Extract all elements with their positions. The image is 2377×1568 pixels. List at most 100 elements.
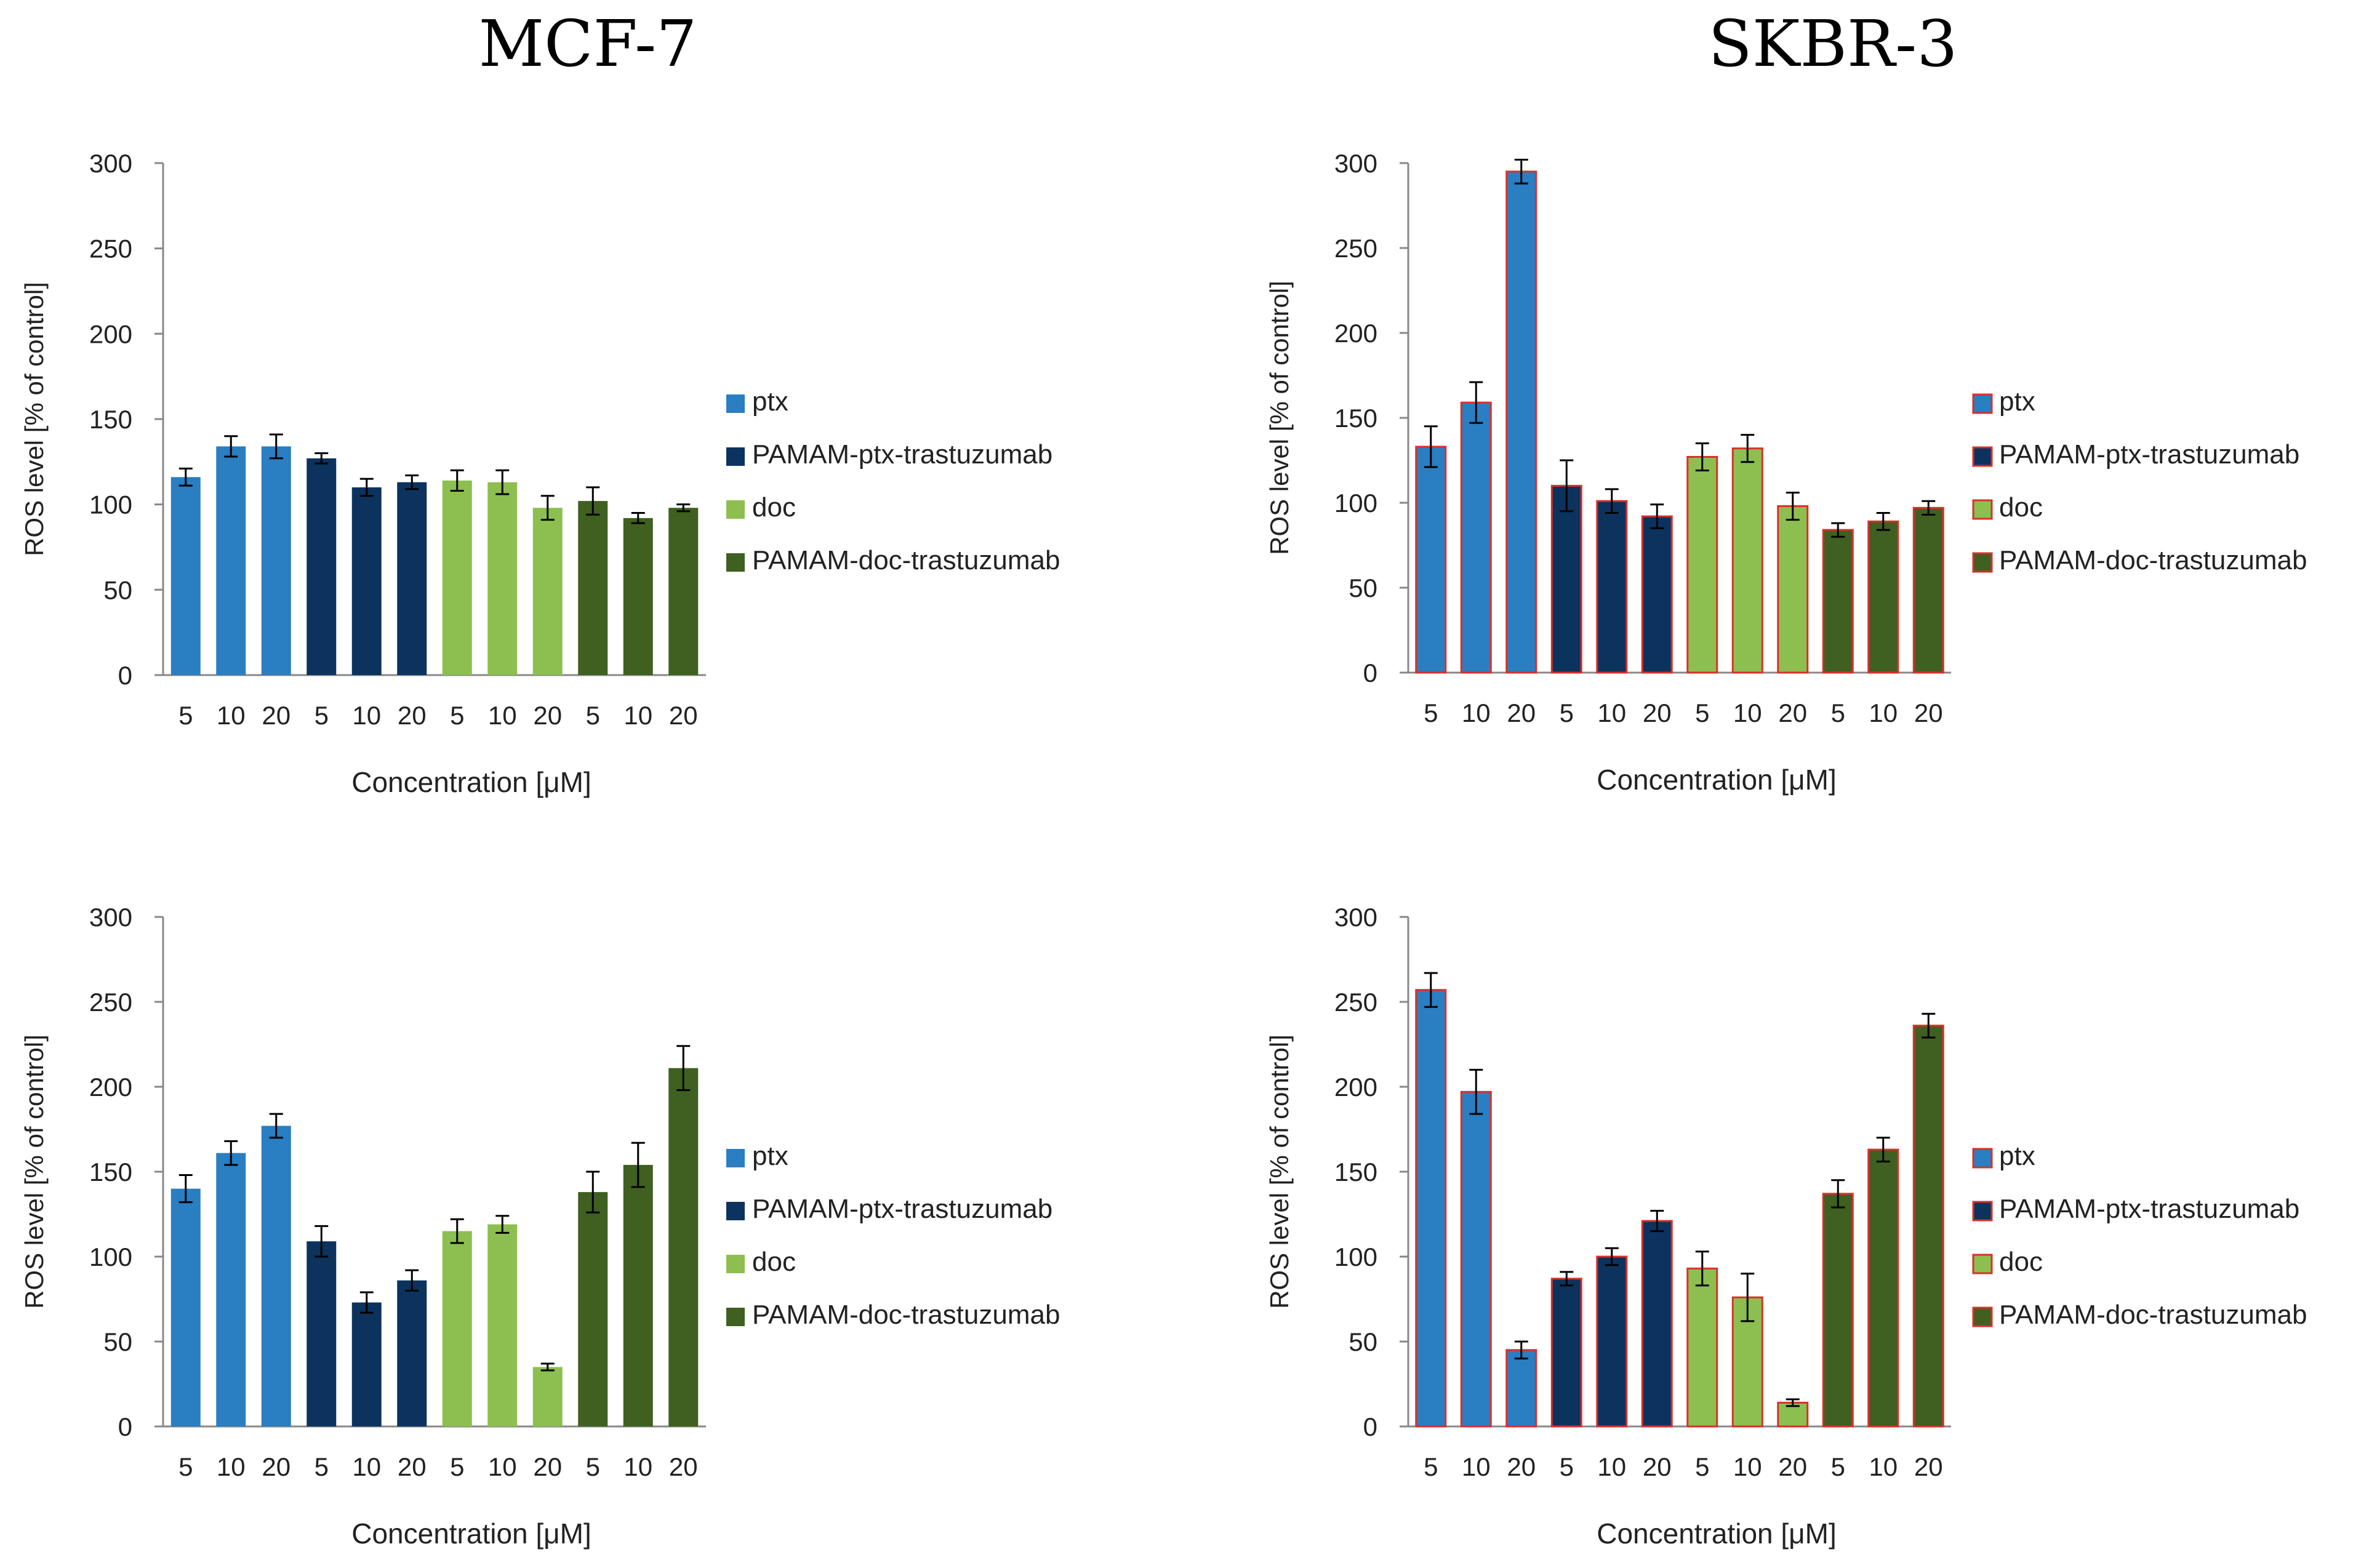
x-tick-label: 5 bbox=[586, 1452, 600, 1481]
x-tick-label: 20 bbox=[669, 701, 698, 730]
x-tick-label: 5 bbox=[450, 701, 464, 730]
bar bbox=[261, 1126, 291, 1426]
legend-label: ptx bbox=[752, 1141, 788, 1171]
legend-swatch bbox=[726, 1255, 745, 1273]
y-tick-label: 200 bbox=[1334, 319, 1377, 348]
legend-label: doc bbox=[1999, 492, 2043, 522]
bar bbox=[1596, 1255, 1628, 1428]
y-tick-label: 250 bbox=[89, 234, 132, 263]
x-tick-label: 10 bbox=[352, 1452, 381, 1481]
y-tick-label: 250 bbox=[1334, 988, 1377, 1017]
bar bbox=[1867, 520, 1899, 674]
y-tick-label: 100 bbox=[89, 1242, 132, 1271]
legend-label: ptx bbox=[1999, 1141, 2035, 1171]
legend-label: PAMAM-doc-trastuzumab bbox=[752, 545, 1060, 575]
x-tick-label: 10 bbox=[1462, 1452, 1491, 1481]
bar bbox=[442, 1231, 472, 1426]
legend-swatch bbox=[726, 500, 745, 519]
skbr3-bottom-chart: 0 50 100 150 200 250 300 ROS level [% of contro… bbox=[1265, 903, 2307, 1550]
bar bbox=[397, 482, 427, 675]
bar bbox=[578, 501, 608, 675]
x-tick-label: 10 bbox=[1869, 1452, 1898, 1481]
bar bbox=[1415, 989, 1447, 1428]
legend-swatch bbox=[726, 1308, 745, 1326]
x-tick-label: 20 bbox=[398, 701, 427, 730]
x-tick-label: 10 bbox=[217, 1452, 246, 1481]
y-axis-label: ROS level [% of control] bbox=[20, 282, 49, 556]
y-tick-label: 150 bbox=[89, 1158, 132, 1186]
mcf7-top-chart: 0 50 100 150 200 250 300 ROS level [% of contro… bbox=[20, 149, 1060, 798]
x-tick-label: 20 bbox=[398, 1452, 427, 1481]
legend-label: ptx bbox=[1999, 386, 2035, 417]
x-tick-label: 20 bbox=[1914, 698, 1943, 727]
bar bbox=[1641, 515, 1673, 674]
y-tick-label: 300 bbox=[89, 149, 132, 178]
y-tick-label: 250 bbox=[1334, 234, 1377, 263]
bar bbox=[1731, 447, 1763, 674]
legend-swatch bbox=[1972, 552, 1993, 573]
x-tick-label: 20 bbox=[533, 701, 562, 730]
y-axis-label: ROS level [% of control] bbox=[1265, 281, 1294, 555]
skbr3-top-chart: 0 50 100 150 200 250 300 ROS level [% of contro… bbox=[1265, 149, 2307, 796]
x-axis-label: Concentration [μM] bbox=[351, 766, 591, 798]
bar bbox=[1686, 1267, 1718, 1428]
x-tick-label: 5 bbox=[1560, 698, 1574, 727]
bar bbox=[351, 487, 382, 675]
x-axis-label: Concentration [μM] bbox=[351, 1518, 591, 1550]
bar bbox=[578, 1192, 608, 1426]
legend-label: PAMAM-ptx-trastuzumab bbox=[752, 1194, 1052, 1224]
y-tick-label: 100 bbox=[89, 490, 132, 519]
legend-label: PAMAM-doc-trastuzumab bbox=[1999, 1300, 2307, 1330]
bar bbox=[216, 1153, 246, 1426]
y-tick-label: 50 bbox=[1349, 1327, 1377, 1356]
bar bbox=[668, 508, 699, 675]
legend-label: PAMAM-ptx-trastuzumab bbox=[752, 439, 1052, 470]
bar bbox=[1415, 446, 1447, 674]
x-tick-label: 5 bbox=[450, 1452, 464, 1481]
x-tick-label: 20 bbox=[1507, 698, 1536, 727]
y-tick-label: 300 bbox=[89, 903, 132, 932]
y-tick-label: 150 bbox=[1334, 404, 1377, 433]
y-tick-label: 200 bbox=[89, 319, 132, 348]
legend-swatch bbox=[1972, 1148, 1993, 1169]
x-tick-label: 20 bbox=[1778, 698, 1807, 727]
legend-swatch bbox=[1972, 1201, 1993, 1222]
x-tick-label: 20 bbox=[1643, 698, 1672, 727]
x-tick-label: 10 bbox=[1733, 698, 1762, 727]
y-tick-label: 0 bbox=[118, 661, 132, 690]
x-tick-label: 5 bbox=[586, 701, 600, 730]
legend-swatch bbox=[726, 394, 745, 413]
bar bbox=[623, 518, 653, 675]
x-tick-label: 5 bbox=[1424, 698, 1438, 727]
x-tick-label: 5 bbox=[178, 701, 193, 730]
x-tick-label: 10 bbox=[1597, 1452, 1626, 1481]
mcf7-bottom-chart: 0 50 100 150 200 250 300 ROS level [% of contro… bbox=[20, 903, 1060, 1550]
legend-swatch bbox=[1972, 499, 1993, 520]
legend-swatch bbox=[726, 553, 745, 572]
x-tick-label: 10 bbox=[1733, 1452, 1762, 1481]
y-tick-label: 150 bbox=[89, 405, 132, 434]
x-tick-label: 20 bbox=[1643, 1452, 1672, 1481]
x-tick-label: 10 bbox=[488, 701, 517, 730]
bar bbox=[261, 446, 291, 675]
bar bbox=[1912, 1025, 1944, 1428]
legend-swatch bbox=[726, 1149, 745, 1167]
x-tick-label: 10 bbox=[1597, 698, 1626, 727]
legend-label: PAMAM-ptx-trastuzumab bbox=[1999, 1194, 2299, 1224]
x-tick-label: 5 bbox=[1831, 1452, 1845, 1481]
x-tick-label: 10 bbox=[352, 701, 381, 730]
x-tick-label: 20 bbox=[1507, 1452, 1536, 1481]
y-tick-label: 50 bbox=[1349, 574, 1377, 602]
x-tick-label: 20 bbox=[262, 1452, 291, 1481]
mcf7-column-title: MCF-7 bbox=[478, 6, 697, 81]
bar bbox=[1505, 1349, 1537, 1428]
legend-swatch bbox=[726, 1202, 745, 1220]
skbr3-column-title: SKBR-3 bbox=[1708, 6, 1958, 81]
legend-label: PAMAM-doc-trastuzumab bbox=[1999, 545, 2307, 575]
y-tick-label: 0 bbox=[1363, 658, 1377, 687]
legend-label: PAMAM-ptx-trastuzumab bbox=[1999, 439, 2299, 470]
bar bbox=[1641, 1220, 1673, 1428]
y-tick-label: 0 bbox=[1363, 1412, 1377, 1441]
x-tick-label: 5 bbox=[1560, 1452, 1574, 1481]
